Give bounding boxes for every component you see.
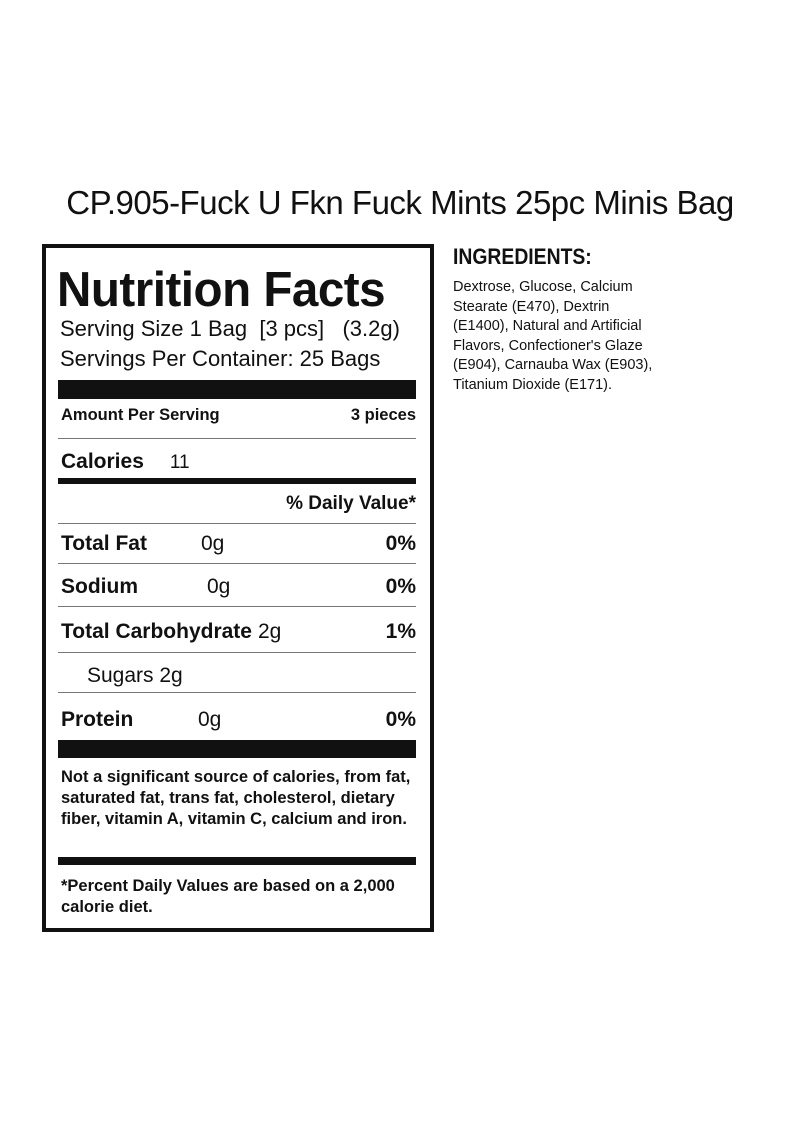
divider [58,692,416,693]
nutrient-dv: 0% [385,575,416,598]
nutrient-row-sodium: Sodium 0g 0% [61,575,416,599]
divider [58,652,416,653]
ingredients-heading: INGREDIENTS: [453,244,592,269]
medium-divider [58,857,416,865]
nutrient-row-total-carbohydrate: Total Carbohydrate 2g 1% [61,620,416,644]
amount-per-serving-value: 3 pieces [350,406,416,424]
amount-per-serving-label: Amount Per Serving [61,406,220,424]
daily-values-note: *Percent Daily Values are based on a 2,0… [61,877,395,916]
nutrient-name: Protein [61,708,134,731]
divider [58,606,416,607]
nutrient-row-sugars: Sugars 2g [87,664,442,688]
ingredients-text: Dextrose, Glucose, Calcium Stearate (E47… [453,279,653,393]
nutrient-name: Total Fat [61,532,147,555]
divider [58,563,416,564]
medium-divider [58,478,416,484]
nutrient-amount: 0g [207,575,231,598]
nutrient-amount: 0g [201,532,225,555]
nutrient-name: Sugars 2g [87,664,183,687]
nutrient-dv: 0% [385,532,416,555]
amount-per-serving-row: Amount Per Serving 3 pieces [61,406,416,425]
thick-divider [58,740,416,758]
nutrient-row-total-fat: Total Fat 0g 0% [61,532,416,556]
nutrient-dv: 0% [385,708,416,731]
nutrient-dv: 1% [385,620,416,643]
thick-divider [58,380,416,399]
nutrient-row-protein: Protein 0g 0% [61,708,416,732]
nutrient-amount: 2g [257,620,282,643]
servings-per-container: Servings Per Container: 25 Bags [60,346,381,371]
divider [58,523,416,524]
nutrient-name: Total Carbohydrate [61,620,252,643]
calories-row: Calories 11 [61,450,416,474]
nutrient-name: Sodium [61,575,138,598]
serving-size: Serving Size 1 Bag [3 pcs] (3.2g) [60,316,400,341]
calories-label: Calories [61,450,144,473]
nutrition-facts-box [42,244,434,932]
product-title: CP.905-Fuck U Fkn Fuck Mints 25pc Minis … [66,184,734,221]
daily-value-header: % Daily Value* [286,493,416,514]
calories-value: 11 [169,452,190,473]
daily-value-header-row: % Daily Value* [61,493,416,515]
divider [58,438,416,439]
footnote: Not a significant source of calories, fr… [61,768,411,828]
nutrition-facts-heading: Nutrition Facts [57,263,386,317]
nutrient-amount: 0g [198,708,222,731]
